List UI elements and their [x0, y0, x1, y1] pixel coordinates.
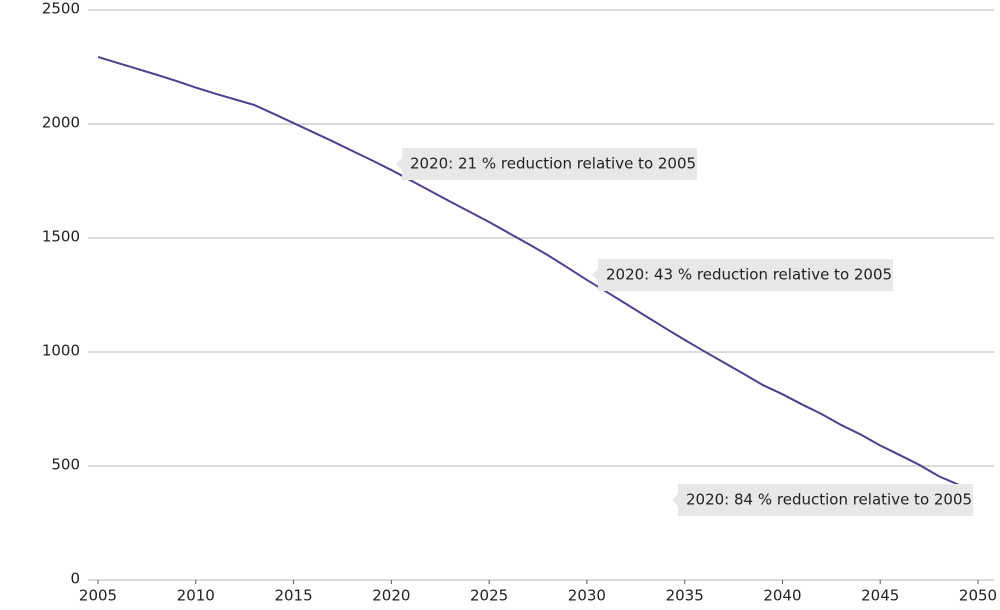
x-tick-label: 2050 — [959, 587, 997, 605]
x-tick-label: 2015 — [274, 587, 312, 605]
y-tick-label: 2000 — [42, 114, 80, 132]
y-tick-label: 1000 — [42, 342, 80, 360]
x-tick-label: 2020 — [372, 587, 410, 605]
y-tick-label: 2500 — [42, 0, 80, 18]
x-tick-label: 2045 — [861, 587, 899, 605]
x-tick-label: 2025 — [470, 587, 508, 605]
x-tick-label: 2035 — [666, 587, 704, 605]
x-tick-label: 2040 — [763, 587, 801, 605]
y-tick-label: 500 — [51, 456, 80, 474]
annotation: 2020: 84 % reduction relative to 2005 — [686, 491, 972, 509]
annotation: 2020: 21 % reduction relative to 2005 — [410, 155, 696, 173]
x-tick-label: 2010 — [177, 587, 215, 605]
annotation-box — [678, 484, 973, 516]
y-tick-label: 1500 — [42, 228, 80, 246]
x-tick-label: 2005 — [79, 587, 117, 605]
data-line — [97, 56, 959, 486]
annotation-pointer — [672, 494, 678, 506]
y-tick-label: 0 — [70, 570, 80, 588]
x-tick-label: 2030 — [568, 587, 606, 605]
annotation: 2020: 43 % reduction relative to 2005 — [606, 266, 892, 284]
annotation-pointer — [592, 269, 598, 281]
annotation-pointer — [396, 158, 402, 170]
annotation-box — [598, 259, 893, 291]
annotation-box — [402, 148, 697, 180]
